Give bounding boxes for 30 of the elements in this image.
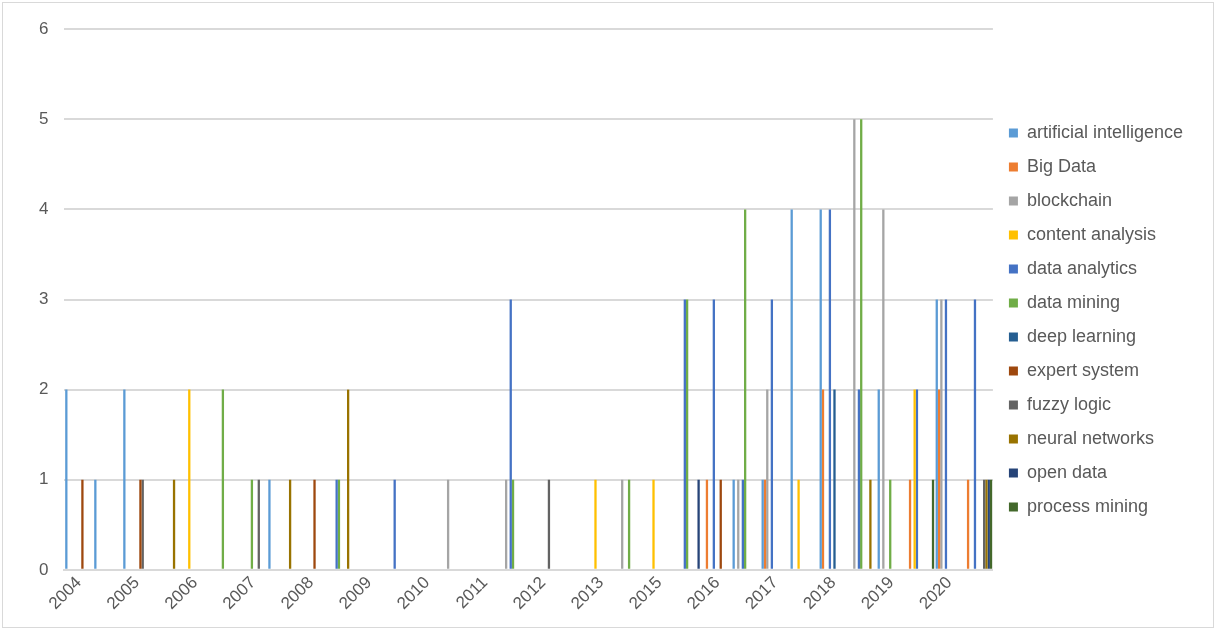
legend-label: data mining [1026,291,1120,312]
legend-label: process mining [1026,495,1148,516]
y-tick-label: 6 [38,18,49,38]
bar [594,479,597,569]
legend-label: data analytics [1026,257,1137,278]
y-tick-label: 0 [38,559,49,579]
y-tick-label: 2 [38,379,49,399]
bar [940,299,943,569]
legend-label: open data [1026,461,1108,482]
legend-label: expert system [1026,359,1139,380]
bar [652,479,655,569]
legend-label: fuzzy logic [1026,393,1111,414]
bar [797,479,800,569]
bar [833,389,836,569]
legend-label: artificial intelligence [1026,121,1183,142]
y-tick-label: 3 [38,289,49,309]
legend-label: content analysis [1026,223,1156,244]
y-tick-label: 5 [38,108,49,128]
legend-label: neural networks [1026,427,1154,448]
bar [123,389,126,569]
bar [81,479,84,569]
y-tick-label: 1 [38,469,49,489]
legend-label: blockchain [1026,189,1112,210]
legend-label: Big Data [1026,155,1097,176]
bar [313,479,316,569]
legend-label: deep learning [1026,325,1137,346]
y-tick-label: 4 [38,199,49,219]
bar [268,479,271,569]
bar [697,479,700,569]
bar [869,479,872,569]
